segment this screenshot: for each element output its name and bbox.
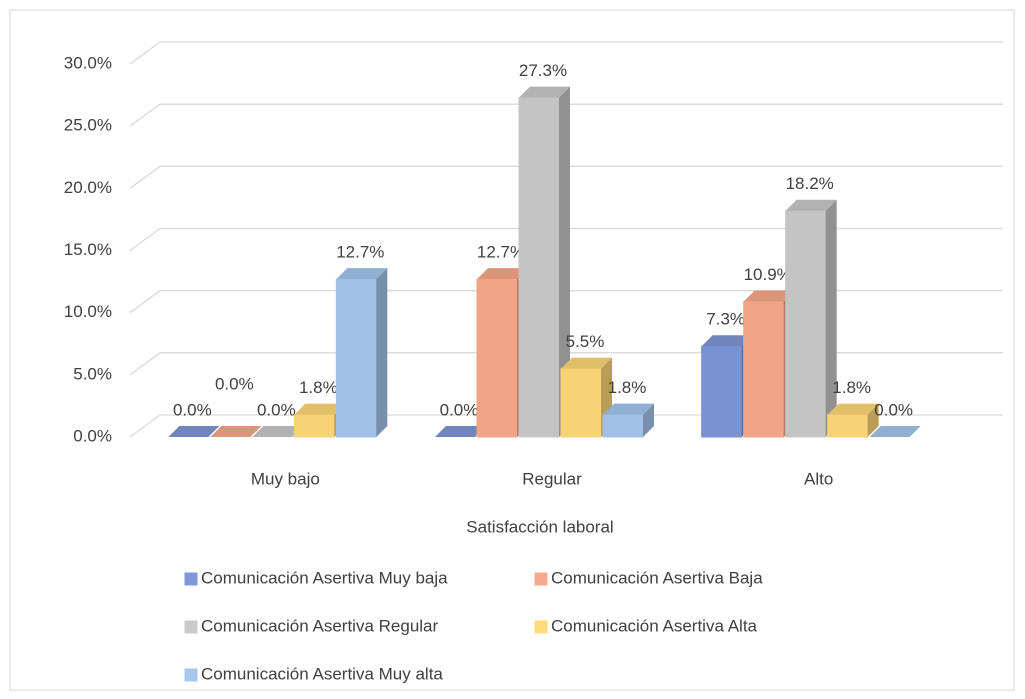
y-tick-label: 30.0% [64,53,112,72]
x-tick-label: Muy bajo [251,469,320,488]
bar-side [825,199,837,437]
value-label: 18.2% [786,174,834,193]
value-label: 0.0% [173,400,212,419]
legend-swatch [184,668,198,682]
value-label: 27.3% [519,61,567,80]
bar-top [336,268,388,280]
grid-line [129,290,1003,314]
value-label: 0.0% [440,400,479,419]
bar-front [602,414,644,438]
bar-top [785,199,837,211]
value-label: 1.8% [608,378,647,397]
x-tick-label: Regular [522,469,582,488]
legend-label: Comunicación Asertiva Regular [201,616,439,635]
bar-front [743,300,785,438]
bar-front [785,210,827,438]
bar-side [376,268,388,437]
value-label: 10.9% [744,265,792,284]
bar-top [252,426,304,437]
bar-top [561,357,612,369]
y-tick-label: 0.0% [73,426,112,445]
bar-top [477,268,528,280]
value-label: 0.0% [215,374,254,393]
grid-line [129,41,1003,65]
grid-line [129,103,1003,127]
bar-front [560,368,602,438]
x-axis-label: Satisfacción laboral [466,517,613,536]
legend-swatch [184,572,198,586]
bar-top [827,403,879,415]
grid-line [129,165,1003,189]
value-label: 12.7% [336,243,384,262]
bar-front [335,278,377,438]
bar-top [519,86,570,98]
bar-side [643,403,654,437]
x-tick-label: Alto [804,469,833,488]
bar-top [435,426,486,437]
bar-top [869,426,921,437]
value-label: 0.0% [874,400,913,419]
legend-swatch [534,572,548,586]
bar-top [701,335,753,347]
bar-front [518,97,560,438]
legend-label: Comunicación Asertiva Muy alta [201,664,443,683]
value-label: 1.8% [299,378,338,397]
bar-top [210,426,262,437]
bar-front [827,414,869,438]
legend-swatch [534,620,548,634]
y-tick-label: 5.0% [73,364,112,383]
y-tick-label: 25.0% [64,116,112,135]
bar-front [293,414,335,438]
value-label: 5.5% [566,332,605,351]
value-label: 1.8% [832,378,871,397]
y-tick-label: 20.0% [64,178,112,197]
bar-side [867,403,879,437]
bar-front [476,278,518,438]
legend-swatch [184,620,198,634]
legend-label: Comunicación Asertiva Muy baja [201,568,448,587]
bar-front [701,345,743,438]
bar-top [603,403,654,415]
grid-line [129,227,1003,252]
value-label: 0.0% [257,400,296,419]
bar-top [294,403,346,415]
bar-side [559,86,570,437]
value-label: 7.3% [706,310,745,329]
y-tick-label: 10.0% [64,302,112,321]
bar-top [743,290,795,302]
value-label: 12.7% [477,243,525,262]
legend-label: Comunicación Asertiva Baja [551,568,763,587]
y-tick-label: 15.0% [64,240,112,259]
bar-top [168,426,220,437]
legend-label: Comunicación Asertiva Alta [551,616,758,635]
